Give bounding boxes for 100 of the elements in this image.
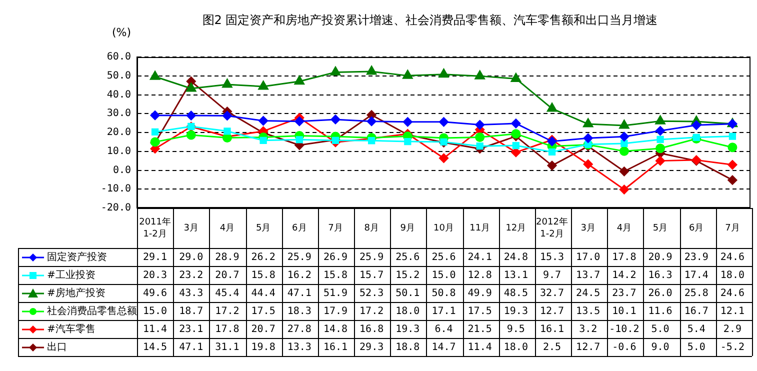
data-label: 13.1: [504, 270, 528, 282]
data-label: 25.9: [360, 252, 384, 264]
data-label: 15.0: [432, 270, 456, 282]
data-label: 28.9: [215, 252, 240, 264]
data-label: 15.0: [142, 306, 168, 318]
data-label: 16.8: [360, 324, 384, 336]
data-label: 50.1: [396, 288, 420, 300]
data-label: 25.8: [684, 288, 708, 300]
data-label: 47.1: [287, 288, 312, 300]
data-label: 17.8: [612, 252, 636, 264]
data-label: 50.8: [432, 288, 456, 300]
y-axis-title: (%): [112, 26, 132, 39]
data-label: 18.8: [396, 342, 420, 354]
x-tick-label: 7月: [328, 223, 343, 234]
x-tick-label: 10月: [434, 223, 454, 234]
data-label: 14.8: [323, 324, 348, 336]
y-tick-label: -10.0: [100, 184, 131, 195]
x-tick-label: 11月: [470, 223, 490, 234]
data-label: 32.7: [540, 288, 564, 300]
data-label: 27.8: [287, 324, 312, 336]
data-label: 13.3: [287, 342, 312, 354]
data-label: 15.8: [323, 270, 348, 282]
data-label: 20.7: [215, 270, 240, 282]
data-label: 18.0: [720, 270, 745, 282]
x-tick-label: 6月: [292, 223, 307, 234]
data-label: 17.1: [432, 306, 456, 318]
x-tick-label: 5月: [256, 223, 271, 234]
y-tick-label: -20.0: [100, 202, 131, 214]
data-label: 18.7: [179, 306, 204, 318]
data-label: 26.2: [251, 252, 276, 264]
data-label: 26.9: [323, 252, 348, 264]
data-label: 14.2: [612, 270, 636, 282]
data-label: 11.4: [142, 324, 168, 336]
y-tick-label: 30.0: [106, 108, 131, 120]
data-label: 19.3: [396, 324, 420, 336]
data-label: 2.5: [542, 342, 562, 354]
data-label: -10.2: [609, 324, 640, 336]
data-label: 18.0: [396, 306, 420, 318]
data-label: 31.1: [215, 342, 240, 354]
data-label: 23.2: [179, 270, 204, 282]
data-label: 15.7: [360, 270, 384, 282]
data-label: -5.2: [720, 342, 745, 354]
chart-title: 图2 固定资产和房地产投资累计增速、社会消费品零售额、汽车零售额和出口当月增速: [201, 12, 659, 29]
data-label: 5.0: [651, 324, 670, 336]
data-label: 51.9: [323, 288, 348, 300]
legend-label: 社会消费品零售总额: [47, 305, 137, 318]
legend-label: #工业投资: [47, 269, 96, 282]
x-tick-label: 6月: [689, 223, 704, 234]
data-label: 6.4: [434, 324, 453, 336]
data-label: 52.3: [360, 288, 384, 300]
data-label: 10.1: [612, 306, 636, 318]
data-label: 9.5: [506, 324, 525, 336]
y-tick-label: 60.0: [106, 52, 131, 63]
data-label: 19.8: [251, 342, 276, 354]
y-tick-label: 50.0: [106, 70, 131, 82]
data-label: 29.3: [360, 342, 384, 354]
data-label: 13.7: [576, 270, 600, 282]
data-label: 12.8: [468, 270, 492, 282]
data-label: 24.6: [720, 288, 745, 300]
x-tick-label: 2011年1-2月: [139, 216, 171, 240]
data-label: 17.2: [360, 306, 384, 318]
legend-label: 固定资产投资: [47, 251, 107, 264]
data-label: 11.6: [648, 306, 672, 318]
data-label: 25.6: [432, 252, 456, 264]
data-label: 20.9: [648, 252, 672, 264]
data-label: 14.7: [432, 342, 456, 354]
x-tick-label: 2012年1-2月: [536, 216, 568, 240]
data-label: 15.2: [396, 270, 420, 282]
data-label: 15.3: [540, 252, 564, 264]
data-label: 29.1: [142, 252, 168, 264]
data-label: 20.7: [251, 324, 276, 336]
y-tick-label: 40.0: [106, 89, 131, 100]
x-tick-label: 7月: [725, 223, 740, 234]
data-label: 17.9: [323, 306, 348, 318]
x-tick-label: 4月: [220, 223, 235, 234]
data-label: 21.5: [468, 324, 492, 336]
data-label: 17.8: [215, 324, 240, 336]
data-label: 16.1: [540, 324, 564, 336]
data-label: 47.1: [179, 342, 204, 354]
data-label: 18.0: [504, 342, 528, 354]
y-tick-label: 10.0: [106, 146, 131, 157]
x-tick-label: 8月: [364, 223, 379, 234]
data-label: 5.0: [687, 342, 706, 354]
data-label: 45.4: [215, 288, 240, 300]
data-label: 25.9: [287, 252, 312, 264]
data-label: 24.8: [504, 252, 528, 264]
x-tick-label: 3月: [580, 223, 596, 234]
data-label: 13.5: [576, 306, 600, 318]
data-label: 17.2: [215, 306, 240, 318]
data-label: 24.5: [576, 288, 600, 300]
legend-label: #汽车零售: [47, 323, 96, 336]
data-label: 29.0: [179, 252, 204, 264]
x-tick-label: 3月: [184, 223, 198, 234]
data-label: 12.7: [540, 306, 564, 318]
data-label: 23.9: [684, 252, 708, 264]
y-tick-label: 0.0: [112, 164, 131, 176]
data-label: 5.4: [687, 324, 706, 336]
data-label: 23.7: [612, 288, 636, 300]
data-label: 11.4: [468, 342, 492, 354]
data-label: 23.1: [179, 324, 204, 336]
